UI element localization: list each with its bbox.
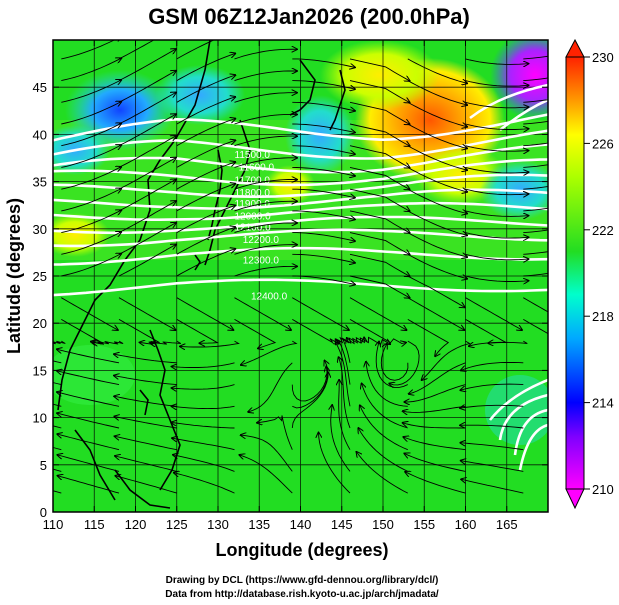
credit-data: Data from http://database.rish.kyoto-u.a… xyxy=(165,589,439,600)
y-tick-label: 40 xyxy=(33,127,47,142)
x-tick-label: 115 xyxy=(84,517,105,532)
colorbar-tick-label: 210 xyxy=(592,482,614,497)
x-tick-label: 150 xyxy=(372,517,394,532)
contour-label: 12400.0 xyxy=(251,292,288,303)
y-tick-label: 0 xyxy=(40,505,47,520)
x-tick-label: 140 xyxy=(290,517,312,532)
colorbar-tick-label: 218 xyxy=(592,309,614,324)
y-tick-label: 25 xyxy=(33,269,47,284)
y-tick-label: 20 xyxy=(33,316,47,331)
y-tick-label: 30 xyxy=(33,222,47,237)
x-tick-label: 120 xyxy=(125,517,147,532)
y-tick-label: 15 xyxy=(33,363,47,378)
y-tick-label: 10 xyxy=(33,411,47,426)
x-tick-label: 155 xyxy=(413,517,435,532)
colorbar: 210 214 218 222 226 230 xyxy=(565,38,614,510)
streamlines xyxy=(53,40,548,494)
x-tick-label: 145 xyxy=(331,517,353,532)
x-axis: 110 115 120 125 130 135 140 145 150 155 160 165 xyxy=(43,40,518,532)
y-tick-label: 45 xyxy=(33,80,47,95)
contour-label: 11900.0 xyxy=(235,199,271,210)
cold-core-east xyxy=(490,40,548,120)
contour-label: 11500.0 xyxy=(235,150,271,161)
x-tick-label: 165 xyxy=(496,517,518,532)
contour-label: 12300.0 xyxy=(243,256,280,267)
y-tick-label: 5 xyxy=(40,458,47,473)
colorbar-tick-label: 222 xyxy=(592,223,614,238)
contour-label: 11600.0 xyxy=(239,162,275,173)
x-tick-label: 125 xyxy=(166,517,188,532)
x-tick-label: 135 xyxy=(248,517,270,532)
colorbar-tick-label: 214 xyxy=(592,396,614,411)
colorbar-tick-label: 226 xyxy=(592,136,614,151)
contour-label: 12000.0 xyxy=(235,211,272,222)
contour-label: 12200.0 xyxy=(243,235,280,246)
x-tick-label: 130 xyxy=(207,517,229,532)
contour-label: 12100.0 xyxy=(235,223,272,234)
y-axis: 0 5 10 15 20 25 30 35 40 45 xyxy=(33,80,548,520)
credit-drawing: Drawing by DCL (https://www.gfd-dennou.o… xyxy=(166,575,439,586)
y-tick-label: 35 xyxy=(33,175,47,190)
x-tick-label: 160 xyxy=(455,517,477,532)
chart-title: GSM 06Z12Jan2026 (200.0hPa) xyxy=(148,4,470,29)
colorbar-tick-label: 230 xyxy=(592,50,614,65)
contour-label: 11800.0 xyxy=(235,188,271,199)
y-axis-label: Latitude (degrees) xyxy=(4,198,24,354)
x-tick-label: 110 xyxy=(43,517,64,532)
contour-label: 11700.0 xyxy=(235,175,271,186)
x-axis-label: Longitude (degrees) xyxy=(215,540,388,560)
